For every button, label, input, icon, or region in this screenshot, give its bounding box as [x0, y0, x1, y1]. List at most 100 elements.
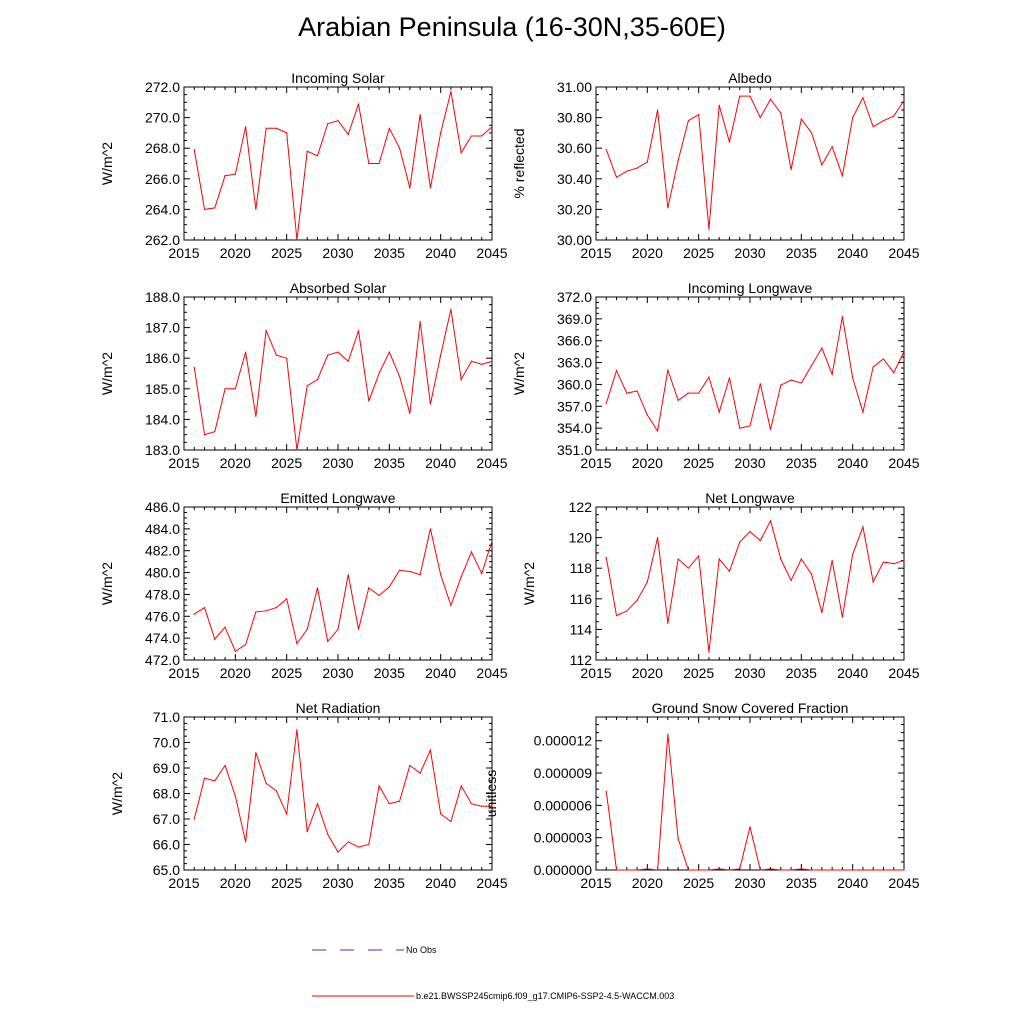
- absorbed-solar-data-point: [357, 330, 360, 332]
- net-longwave-data-point: [605, 556, 607, 559]
- emitted-longwave-ytick-label: 476.0: [145, 608, 180, 624]
- net-radiation-data-point: [429, 749, 431, 751]
- net-radiation-data-point: [234, 795, 236, 797]
- incoming-longwave-xtick-label: 2020: [632, 455, 663, 471]
- ground-snow-fraction-data-point: [739, 868, 741, 870]
- incoming-longwave-data-point: [657, 430, 659, 432]
- ground-snow-fraction-xtick-label: 2045: [888, 875, 919, 891]
- emitted-longwave-frame: [183, 506, 493, 661]
- emitted-longwave-data-point: [327, 640, 329, 643]
- emitted-longwave-data-point: [409, 570, 411, 573]
- albedo-data-point: [708, 228, 710, 230]
- albedo-data-point: [769, 98, 772, 100]
- absorbed-solar-xtick-label: 2040: [425, 455, 456, 471]
- incoming-solar-xtick-label: 2015: [168, 245, 199, 261]
- incoming-solar-title: Incoming Solar: [291, 70, 385, 86]
- net-longwave-data-point: [657, 537, 659, 539]
- albedo-data-point: [749, 95, 751, 97]
- absorbed-solar-data-point: [337, 351, 339, 353]
- net-radiation-xtick-label: 2045: [476, 875, 507, 891]
- incoming-longwave-data-point: [687, 392, 690, 394]
- net-longwave-data-point: [749, 530, 751, 533]
- net-longwave-ytick-label: 114: [570, 621, 593, 637]
- incoming-longwave-ytick-label: 369.0: [557, 311, 592, 327]
- albedo-data-point: [728, 141, 731, 143]
- emitted-longwave-xtick-label: 2025: [271, 665, 302, 681]
- net-longwave-data-point: [677, 558, 679, 560]
- ground-snow-fraction-data-point: [800, 868, 802, 870]
- absorbed-solar-data-point: [409, 412, 411, 414]
- emitted-longwave-data-point: [419, 574, 421, 576]
- incoming-longwave-data-point: [872, 366, 874, 368]
- ground-snow-fraction-data-point: [831, 869, 833, 871]
- ground-snow-fraction-data-point: [728, 869, 731, 871]
- incoming-longwave-data-point: [749, 425, 751, 427]
- incoming-solar-data-point: [327, 123, 329, 125]
- incoming-solar-xtick-label: 2045: [476, 245, 507, 261]
- incoming-solar-data-point: [429, 187, 431, 189]
- absorbed-solar-data-point: [470, 360, 473, 362]
- albedo-data-point: [626, 170, 628, 172]
- net-longwave-data-point: [646, 581, 648, 583]
- net-longwave-xtick-label: 2045: [888, 665, 919, 681]
- absorbed-solar-frame: [183, 296, 493, 451]
- net-longwave-data-point: [831, 559, 833, 562]
- emitted-longwave-data-point: [440, 574, 442, 576]
- albedo-ytick-label: 30.20: [557, 201, 592, 217]
- net-longwave-title: Net Longwave: [705, 490, 795, 506]
- net-radiation-xtick-label: 2025: [271, 875, 302, 891]
- net-radiation-data-point: [203, 777, 206, 779]
- emitted-longwave-data-point: [214, 638, 216, 640]
- net-radiation-data-point: [275, 790, 277, 792]
- net-longwave-data-point: [626, 610, 628, 612]
- albedo-data-point: [646, 161, 648, 163]
- incoming-solar-data-point: [409, 187, 411, 189]
- absorbed-solar-data-point: [419, 320, 421, 323]
- ground-snow-fraction-data-point: [749, 826, 751, 828]
- panel-albedo: Albedo 2015 2020 2025 2030 2035 2040 2045 30.00 3…: [511, 70, 920, 261]
- absorbed-solar-data-point: [491, 360, 493, 362]
- ground-snow-fraction-data-point: [759, 869, 761, 871]
- emitted-longwave-xtick-label: 2035: [374, 665, 405, 681]
- albedo-data-point: [790, 169, 792, 171]
- albedo-series-line: [605, 95, 905, 230]
- net-longwave-data-point: [872, 581, 874, 583]
- emitted-longwave-data-point: [460, 576, 462, 578]
- emitted-longwave-data-point: [378, 594, 380, 597]
- ground-snow-fraction-data-point: [780, 869, 782, 871]
- incoming-solar-data-point: [368, 162, 370, 165]
- net-longwave-data-point: [893, 563, 895, 565]
- net-longwave-ytick-label: 120: [569, 530, 593, 546]
- ground-snow-fraction-frame: [595, 716, 905, 871]
- incoming-solar-data-point: [275, 127, 277, 129]
- incoming-longwave-xtick-label: 2035: [786, 455, 817, 471]
- ground-snow-fraction-data-point: [667, 733, 669, 735]
- incoming-solar-xtick-label: 2030: [322, 245, 353, 261]
- emitted-longwave-data-point: [245, 644, 247, 646]
- net-radiation-xtick-label: 2020: [220, 875, 251, 891]
- ground-snow-fraction-ylabel: unitless: [483, 770, 499, 817]
- emitted-longwave-data-point: [357, 628, 360, 631]
- ground-snow-fraction-ytick-label: 0.000003: [534, 830, 593, 846]
- net-radiation-data-point: [450, 820, 452, 823]
- albedo-data-point: [821, 164, 823, 166]
- incoming-longwave-xtick-label: 2040: [837, 455, 868, 471]
- panel-net-longwave: Net Longwave 2015 2020 2025 2030 2035 2040 2045…: [521, 490, 920, 681]
- incoming-longwave-data-point: [646, 414, 648, 416]
- albedo-xtick-label: 2035: [786, 245, 817, 261]
- net-radiation-ytick-label: 69.0: [153, 760, 180, 776]
- incoming-longwave-ytick-label: 372.0: [557, 289, 592, 305]
- incoming-longwave-xtick-label: 2045: [888, 455, 919, 471]
- absorbed-solar-data-point: [224, 388, 226, 390]
- emitted-longwave-data-point: [399, 569, 401, 571]
- emitted-longwave-data-point: [429, 528, 431, 530]
- incoming-longwave-data-point: [718, 411, 720, 413]
- net-radiation-ytick-label: 66.0: [153, 837, 180, 853]
- net-longwave-data-point: [615, 615, 618, 617]
- emitted-longwave-data-point: [337, 628, 339, 631]
- emitted-longwave-data-point: [265, 610, 267, 612]
- net-longwave-data-point: [903, 559, 905, 562]
- albedo-xtick-label: 2025: [683, 245, 714, 261]
- net-radiation-data-point: [378, 785, 380, 787]
- net-longwave-xtick-label: 2025: [683, 665, 714, 681]
